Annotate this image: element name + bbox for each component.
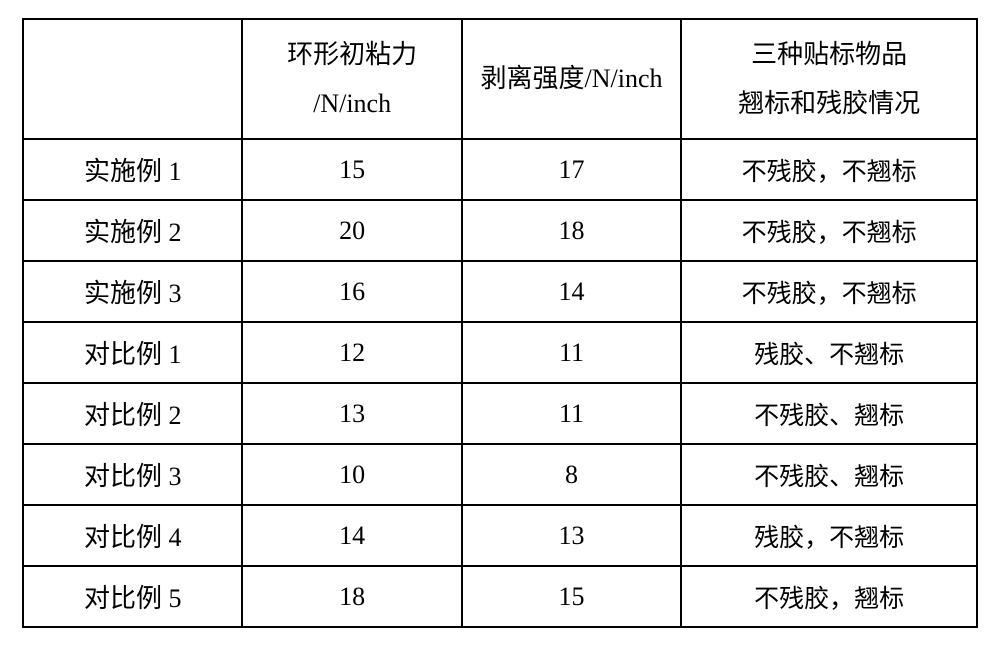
cell-peel: 8 xyxy=(462,444,681,505)
cell-notes: 不残胶，不翘标 xyxy=(681,200,977,261)
cell-loop-tack: 15 xyxy=(242,139,461,200)
document-page: 环形初粘力 /N/inch 剥离强度/N/inch 三种贴标物品 翘标和残胶情况… xyxy=(0,0,1000,646)
cell-peel: 18 xyxy=(462,200,681,261)
table-row: 对比例 5 18 15 不残胶，翘标 xyxy=(23,566,977,627)
cell-peel: 17 xyxy=(462,139,681,200)
header-row-label xyxy=(23,19,242,139)
header-peel-strength: 剥离强度/N/inch xyxy=(462,19,681,139)
cell-loop-tack: 20 xyxy=(242,200,461,261)
table-row: 实施例 2 20 18 不残胶，不翘标 xyxy=(23,200,977,261)
table-body: 实施例 1 15 17 不残胶，不翘标 实施例 2 20 18 不残胶，不翘标 … xyxy=(23,139,977,627)
cell-loop-tack: 14 xyxy=(242,505,461,566)
header-notes-line2: 翘标和残胶情况 xyxy=(686,79,972,128)
cell-loop-tack: 18 xyxy=(242,566,461,627)
cell-notes: 不残胶，不翘标 xyxy=(681,139,977,200)
header-loop-tack-line2: /N/inch xyxy=(247,79,456,128)
cell-peel: 15 xyxy=(462,566,681,627)
table-row: 对比例 4 14 13 残胶，不翘标 xyxy=(23,505,977,566)
table-row: 对比例 2 13 11 不残胶、翘标 xyxy=(23,383,977,444)
cell-peel: 11 xyxy=(462,322,681,383)
cell-notes: 不残胶、翘标 xyxy=(681,444,977,505)
table-row: 实施例 3 16 14 不残胶，不翘标 xyxy=(23,261,977,322)
cell-loop-tack: 12 xyxy=(242,322,461,383)
header-row: 环形初粘力 /N/inch 剥离强度/N/inch 三种贴标物品 翘标和残胶情况 xyxy=(23,19,977,139)
cell-loop-tack: 10 xyxy=(242,444,461,505)
table-row: 对比例 3 10 8 不残胶、翘标 xyxy=(23,444,977,505)
table-header: 环形初粘力 /N/inch 剥离强度/N/inch 三种贴标物品 翘标和残胶情况 xyxy=(23,19,977,139)
cell-label: 对比例 1 xyxy=(23,322,242,383)
cell-loop-tack: 13 xyxy=(242,383,461,444)
cell-peel: 11 xyxy=(462,383,681,444)
table-row: 对比例 1 12 11 残胶、不翘标 xyxy=(23,322,977,383)
cell-notes: 不残胶，不翘标 xyxy=(681,261,977,322)
results-table: 环形初粘力 /N/inch 剥离强度/N/inch 三种贴标物品 翘标和残胶情况… xyxy=(22,18,978,628)
cell-peel: 14 xyxy=(462,261,681,322)
cell-label: 实施例 1 xyxy=(23,139,242,200)
cell-label: 对比例 3 xyxy=(23,444,242,505)
cell-label: 对比例 4 xyxy=(23,505,242,566)
table-row: 实施例 1 15 17 不残胶，不翘标 xyxy=(23,139,977,200)
header-loop-tack: 环形初粘力 /N/inch xyxy=(242,19,461,139)
cell-label: 对比例 2 xyxy=(23,383,242,444)
cell-notes: 不残胶，翘标 xyxy=(681,566,977,627)
cell-notes: 残胶、不翘标 xyxy=(681,322,977,383)
header-notes: 三种贴标物品 翘标和残胶情况 xyxy=(681,19,977,139)
cell-label: 对比例 5 xyxy=(23,566,242,627)
cell-peel: 13 xyxy=(462,505,681,566)
header-notes-line1: 三种贴标物品 xyxy=(686,30,972,79)
cell-loop-tack: 16 xyxy=(242,261,461,322)
header-loop-tack-line1: 环形初粘力 xyxy=(247,30,456,79)
cell-label: 实施例 3 xyxy=(23,261,242,322)
cell-label: 实施例 2 xyxy=(23,200,242,261)
cell-notes: 不残胶、翘标 xyxy=(681,383,977,444)
cell-notes: 残胶，不翘标 xyxy=(681,505,977,566)
